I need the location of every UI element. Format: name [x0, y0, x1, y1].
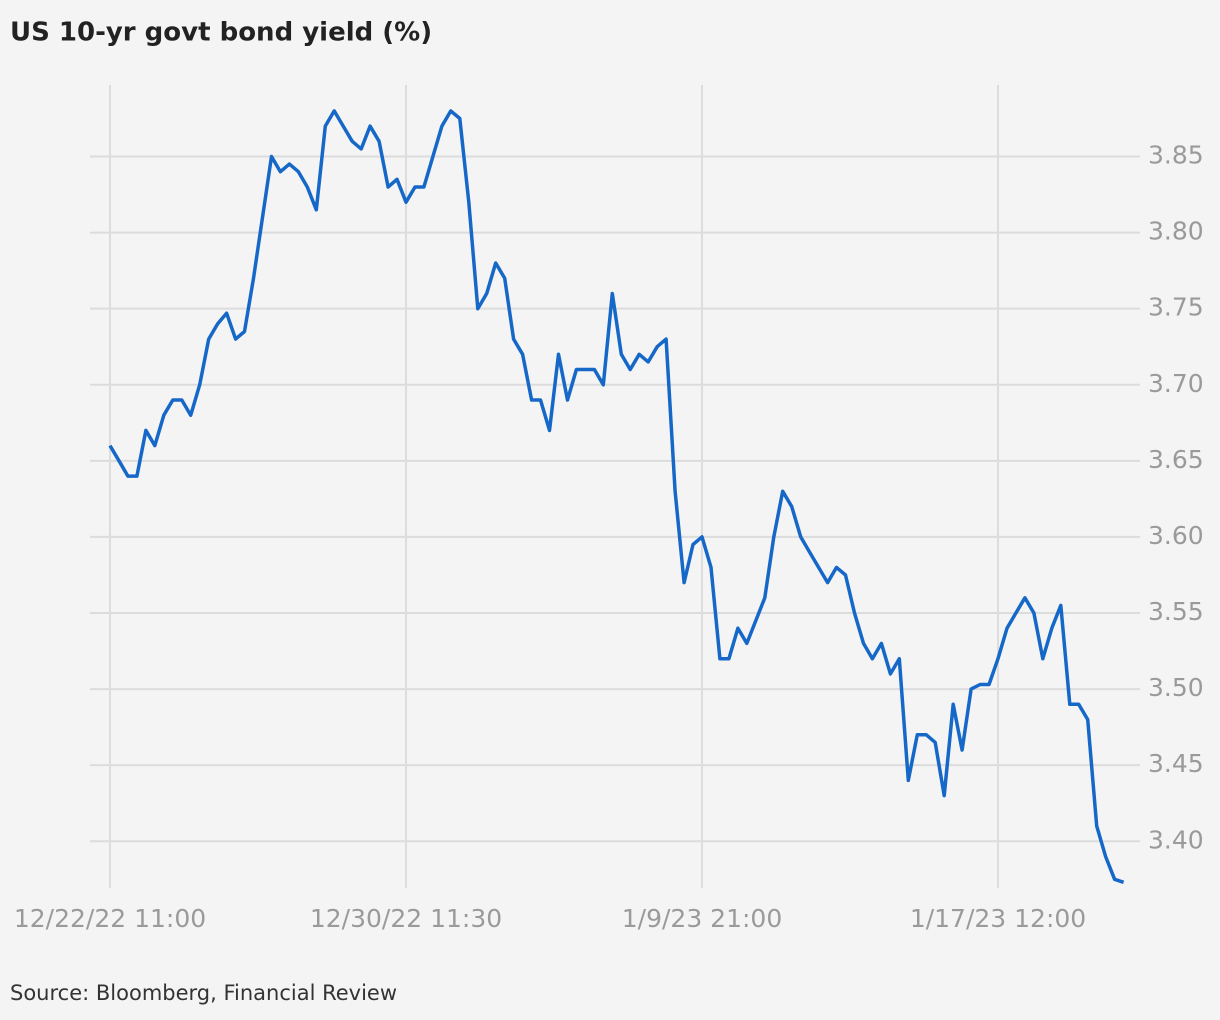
- y-tick-label: 3.85: [1148, 141, 1204, 170]
- yield-line: [108, 109, 1125, 884]
- y-tick-label: 3.75: [1148, 293, 1204, 322]
- chart-title: US 10-yr govt bond yield (%): [10, 18, 432, 48]
- y-tick-label: 3.40: [1148, 825, 1204, 854]
- source-note: Source: Bloomberg, Financial Review: [10, 981, 397, 1005]
- x-tick-label: 1/17/23 12:00: [910, 904, 1086, 933]
- y-tick-label: 3.80: [1148, 217, 1204, 246]
- y-tick-label: 3.70: [1148, 369, 1204, 398]
- y-tick-label: 3.65: [1148, 445, 1204, 474]
- y-tick-label: 3.50: [1148, 673, 1204, 702]
- x-tick-label: 1/9/23 21:00: [622, 904, 782, 933]
- x-tick-label: 12/30/22 11:30: [310, 904, 502, 933]
- y-tick-label: 3.55: [1148, 597, 1204, 626]
- y-tick-label: 3.60: [1148, 521, 1204, 550]
- y-tick-label: 3.45: [1148, 749, 1204, 778]
- x-tick-label: 12/22/22 11:00: [14, 904, 206, 933]
